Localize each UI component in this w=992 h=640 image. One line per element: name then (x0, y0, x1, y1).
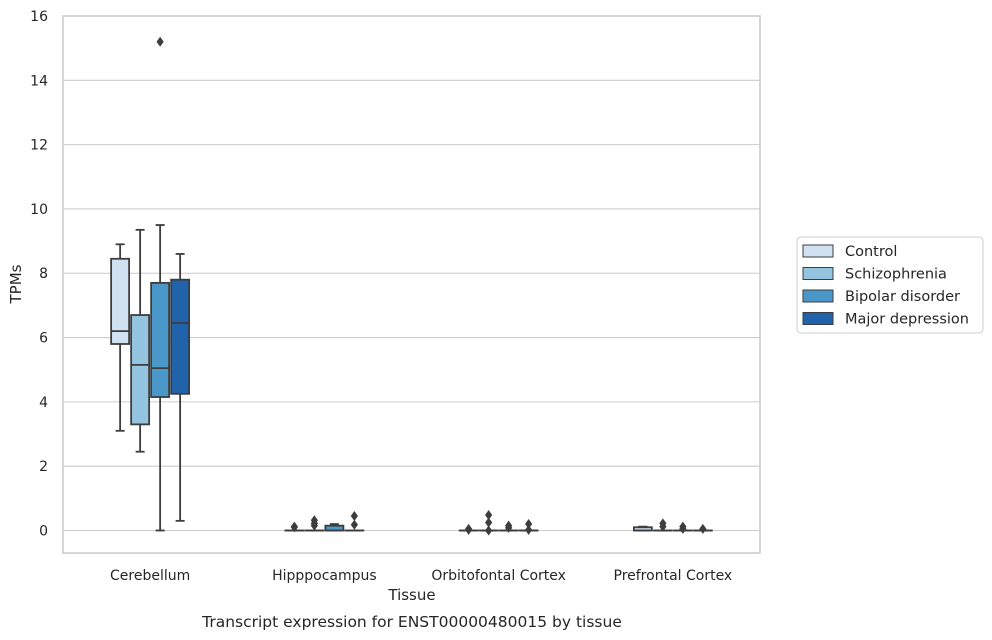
box-schizophrenia-2 (478, 510, 499, 536)
box-body (110, 257, 131, 345)
box-control-1 (284, 521, 305, 533)
x-tick-label-orbitofontal-cortex: Orbitofontal Cortex (431, 568, 566, 584)
outlier-point (290, 522, 298, 533)
box-body (130, 314, 151, 426)
legend: Control Schizophrenia Bipolar disorder Majo… (796, 236, 984, 334)
box-bipolar-disorder-2 (498, 520, 519, 533)
outlier-point (350, 511, 358, 522)
box-major-depression-1 (344, 511, 365, 532)
box-major-depression-2 (518, 519, 539, 535)
y-axis-ticks: 0 2 4 6 8 10 12 14 16 (30, 9, 48, 539)
box-schizophrenia-1 (304, 515, 325, 532)
chart-caption: Transcript expression for ENST0000048001… (201, 613, 622, 631)
outlier-point (659, 521, 667, 532)
legend-label-control: Control (845, 244, 897, 260)
x-axis-ticks: Cerebellum Hipppocampus Orbitofontal Corte… (110, 568, 732, 584)
legend-label-schizophrenia: Schizophrenia (845, 267, 947, 283)
outlier-point (310, 520, 318, 531)
outlier-point (485, 510, 493, 521)
x-tick-label-prefrontal-cortex: Prefrontal Cortex (614, 568, 733, 584)
box-body (170, 278, 191, 395)
box-major-depression-3 (692, 523, 713, 534)
outlier-point (525, 524, 533, 535)
box-bipolar-disorder-1 (324, 523, 345, 532)
x-axis-title: Tissue (387, 586, 435, 604)
outlier-point (465, 524, 473, 535)
box-schizophrenia-3 (652, 518, 673, 532)
box-bipolar-disorder-0 (150, 36, 171, 532)
box-control-3 (632, 525, 653, 532)
legend-frame (796, 236, 984, 334)
y-tick-label-2: 2 (39, 459, 48, 475)
box-body (150, 281, 171, 398)
x-tick-label-hipppocampus: Hipppocampus (272, 568, 377, 584)
box-bipolar-disorder-3 (672, 521, 693, 534)
box-control-0 (110, 243, 131, 432)
box-control-2 (458, 523, 479, 535)
outlier-point (679, 523, 687, 534)
y-tick-label-0: 0 (39, 523, 48, 539)
outlier-point (699, 523, 707, 534)
y-axis-title: TPMs (7, 264, 25, 304)
legend-swatch-bipolar-disorder (802, 289, 834, 303)
legend-swatch-major-depression (802, 312, 834, 325)
y-tick-label-8: 8 (39, 266, 48, 282)
outlier-point (485, 525, 493, 536)
legend-swatch-control (802, 244, 834, 258)
outlier-point (525, 519, 533, 530)
y-tick-label-16: 16 (30, 9, 48, 25)
y-tick-label-10: 10 (30, 202, 48, 218)
y-tick-label-4: 4 (39, 395, 48, 411)
x-tick-label-cerebellum: Cerebellum (110, 568, 190, 584)
y-tick-label-12: 12 (30, 138, 48, 154)
outlier-point (156, 36, 164, 47)
box-schizophrenia-0 (130, 228, 151, 453)
box-series (110, 36, 713, 536)
outlier-point (350, 519, 358, 530)
y-tick-label-6: 6 (39, 331, 48, 347)
y-tick-label-14: 14 (30, 73, 48, 89)
plot-frame (62, 15, 761, 554)
outlier-point (485, 517, 493, 528)
outlier-point (505, 522, 513, 533)
legend-label-bipolar-disorder: Bipolar disorder (845, 289, 960, 305)
legend-label-major-depression: Major depression (845, 312, 969, 328)
legend-swatch-schizophrenia (802, 267, 834, 280)
box-major-depression-0 (170, 253, 191, 522)
